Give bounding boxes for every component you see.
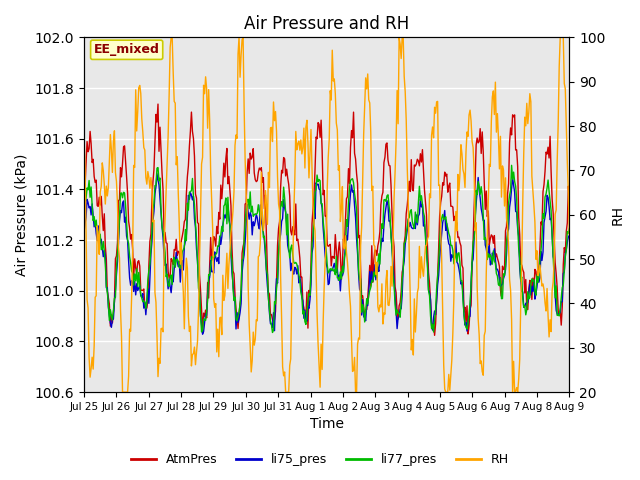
Legend: AtmPres, li75_pres, li77_pres, RH: AtmPres, li75_pres, li77_pres, RH xyxy=(125,448,515,471)
Text: EE_mixed: EE_mixed xyxy=(93,43,159,56)
X-axis label: Time: Time xyxy=(310,418,344,432)
Y-axis label: Air Pressure (kPa): Air Pressure (kPa) xyxy=(15,154,29,276)
Y-axis label: RH: RH xyxy=(611,205,625,225)
Title: Air Pressure and RH: Air Pressure and RH xyxy=(244,15,410,33)
